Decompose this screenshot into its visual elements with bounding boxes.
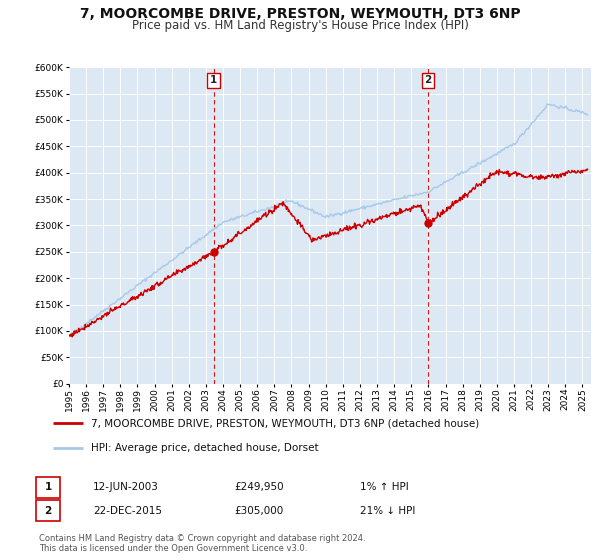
Text: This data is licensed under the Open Government Licence v3.0.: This data is licensed under the Open Gov… xyxy=(39,544,307,553)
Text: £305,000: £305,000 xyxy=(234,506,283,516)
Text: 2: 2 xyxy=(424,75,431,85)
Text: 1% ↑ HPI: 1% ↑ HPI xyxy=(360,482,409,492)
Text: 12-JUN-2003: 12-JUN-2003 xyxy=(93,482,159,492)
Text: 7, MOORCOMBE DRIVE, PRESTON, WEYMOUTH, DT3 6NP: 7, MOORCOMBE DRIVE, PRESTON, WEYMOUTH, D… xyxy=(80,7,520,21)
Text: 21% ↓ HPI: 21% ↓ HPI xyxy=(360,506,415,516)
Text: HPI: Average price, detached house, Dorset: HPI: Average price, detached house, Dors… xyxy=(91,442,318,452)
Text: 7, MOORCOMBE DRIVE, PRESTON, WEYMOUTH, DT3 6NP (detached house): 7, MOORCOMBE DRIVE, PRESTON, WEYMOUTH, D… xyxy=(91,418,479,428)
Text: Contains HM Land Registry data © Crown copyright and database right 2024.: Contains HM Land Registry data © Crown c… xyxy=(39,534,365,543)
Text: 1: 1 xyxy=(44,482,52,492)
Text: 22-DEC-2015: 22-DEC-2015 xyxy=(93,506,162,516)
Text: 2: 2 xyxy=(44,506,52,516)
Text: £249,950: £249,950 xyxy=(234,482,284,492)
Text: 1: 1 xyxy=(210,75,217,85)
Text: Price paid vs. HM Land Registry's House Price Index (HPI): Price paid vs. HM Land Registry's House … xyxy=(131,19,469,32)
